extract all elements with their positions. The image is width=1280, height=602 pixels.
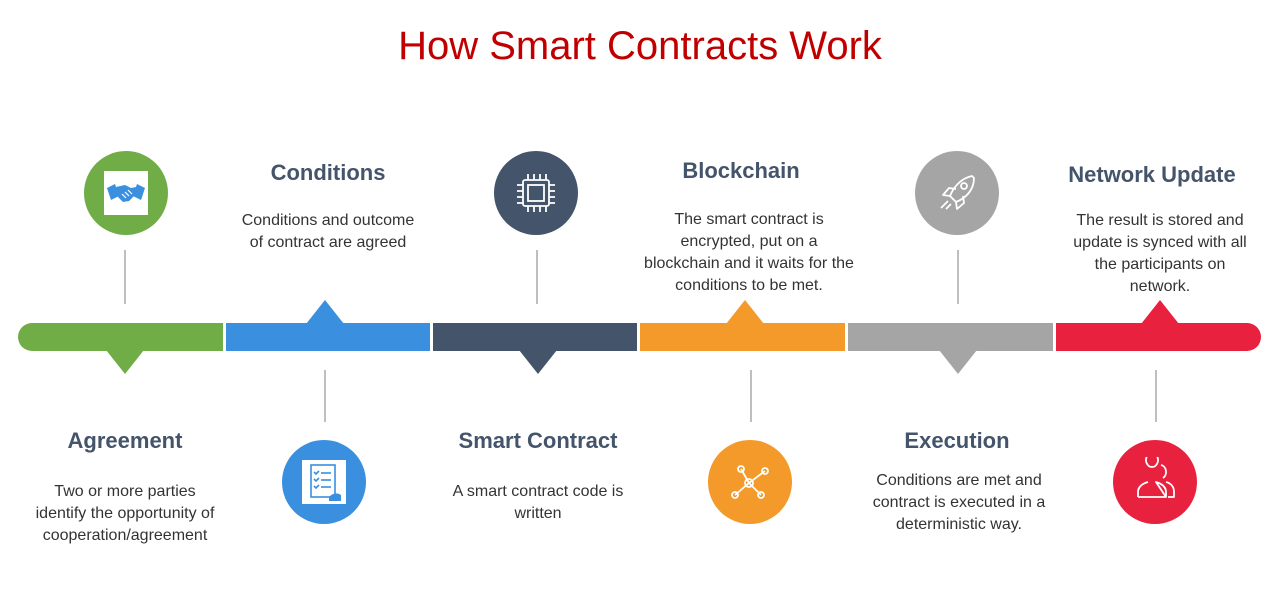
pointer-execution [939, 350, 977, 374]
connector-agreement [124, 250, 126, 304]
step-heading-conditions: Conditions [270, 160, 386, 185]
step-description-agreement: Two or more parties identify the opportu… [35, 483, 215, 544]
rocket-icon [940, 175, 975, 210]
pointer-network-update [1141, 300, 1179, 324]
step-heading-network-update: Network Update [1068, 162, 1236, 187]
smart-contract-icon-circle [494, 151, 578, 235]
step-heading-agreement: Agreement [67, 428, 183, 453]
network-update-icon-circle [1113, 440, 1197, 524]
timeline-segment-agreement [18, 323, 223, 351]
timeline-segment-smart-contract [433, 323, 637, 351]
network-nodes-icon [731, 465, 769, 499]
connector-smart-contract [536, 250, 538, 304]
pointer-blockchain [726, 300, 764, 324]
conditions-icon-circle [282, 440, 366, 524]
agreement-icon-circle [84, 151, 168, 235]
pointer-conditions [306, 300, 344, 324]
timeline-segment-conditions [226, 323, 430, 351]
page-title: How Smart Contracts Work [398, 24, 882, 68]
timeline-segment-network-update [1056, 323, 1261, 351]
connector-conditions [324, 370, 326, 422]
connector-blockchain [750, 370, 752, 422]
connector-network-update [1155, 370, 1157, 422]
step-description-smart-contract: A smart contract code is written [452, 483, 624, 522]
step-heading-execution: Execution [904, 428, 1010, 453]
handshake-icon [104, 171, 148, 215]
step-description-network-update: The result is stored and update is synce… [1073, 212, 1247, 295]
step-description-conditions: Conditions and outcome of contract are a… [241, 212, 415, 251]
connector-execution [957, 250, 959, 304]
users-icon [1137, 457, 1175, 498]
step-heading-blockchain: Blockchain [682, 158, 800, 183]
step-description-blockchain: The smart contract is encrypted, put on … [644, 211, 854, 294]
checklist-icon [302, 460, 346, 504]
step-heading-smart-contract: Smart Contract [458, 428, 618, 453]
step-description-execution: Conditions are met and contract is execu… [872, 472, 1046, 533]
chip-icon [517, 174, 555, 212]
pointer-smart-contract [519, 350, 557, 374]
pointer-agreement [106, 350, 144, 374]
timeline-segment-blockchain [640, 323, 845, 351]
execution-icon-circle [915, 151, 999, 235]
blockchain-icon-circle [708, 440, 792, 524]
timeline-segment-execution [848, 323, 1053, 351]
